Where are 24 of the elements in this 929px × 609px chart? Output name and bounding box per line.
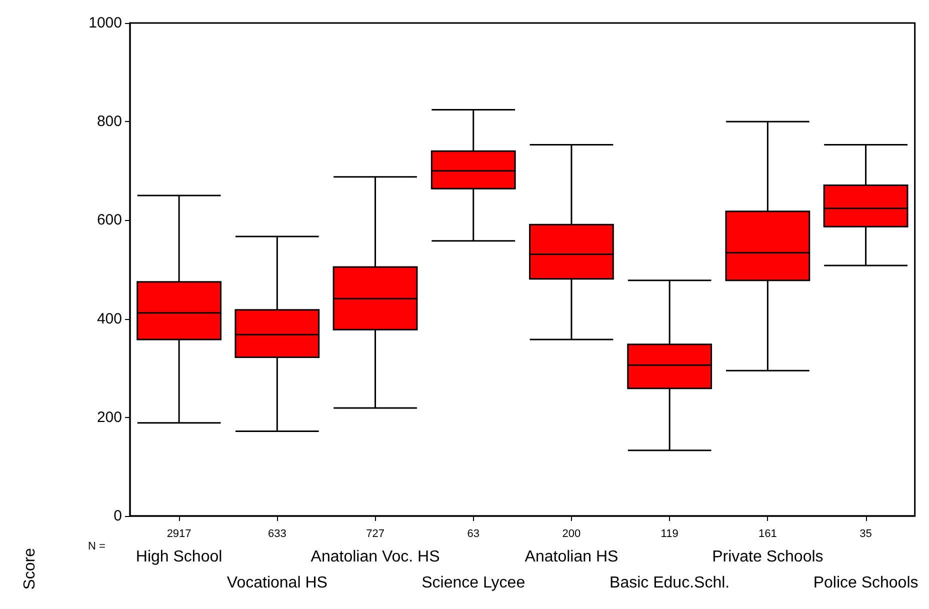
annotation: 119 <box>660 528 678 540</box>
x-tick-label: Police Schools <box>813 574 918 592</box>
annotation: 727 <box>366 528 384 540</box>
y-axis-title: Score <box>22 548 38 590</box>
y-tick-label: 600 <box>96 212 122 229</box>
annotation: 200 <box>562 528 581 540</box>
y-tick-label: 1000 <box>88 14 122 32</box>
annotation: 633 <box>268 528 286 540</box>
x-tick-label: Science Lycee <box>422 574 526 592</box>
y-tick-label: 800 <box>96 113 122 130</box>
x-tick-label: Vocational HS <box>226 574 328 592</box>
annotation: 2917 <box>166 528 192 540</box>
x-tick-label: Basic Educ.Schl. <box>610 574 730 592</box>
annotation: 161 <box>758 528 777 540</box>
x-tick-label: Anatolian Voc. HS <box>310 548 440 566</box>
y-tick-label: 400 <box>96 310 122 328</box>
x-tick-label: Anatolian HS <box>524 548 618 566</box>
x-tick-label: High School <box>136 548 222 566</box>
y-tick-label: 0 <box>114 508 122 524</box>
x-tick-label: Private Schools <box>712 548 824 566</box>
annotation: 35 <box>860 528 872 540</box>
text: N = <box>88 540 106 552</box>
annotation: 63 <box>467 528 480 540</box>
y-tick-label: 200 <box>96 408 122 426</box>
